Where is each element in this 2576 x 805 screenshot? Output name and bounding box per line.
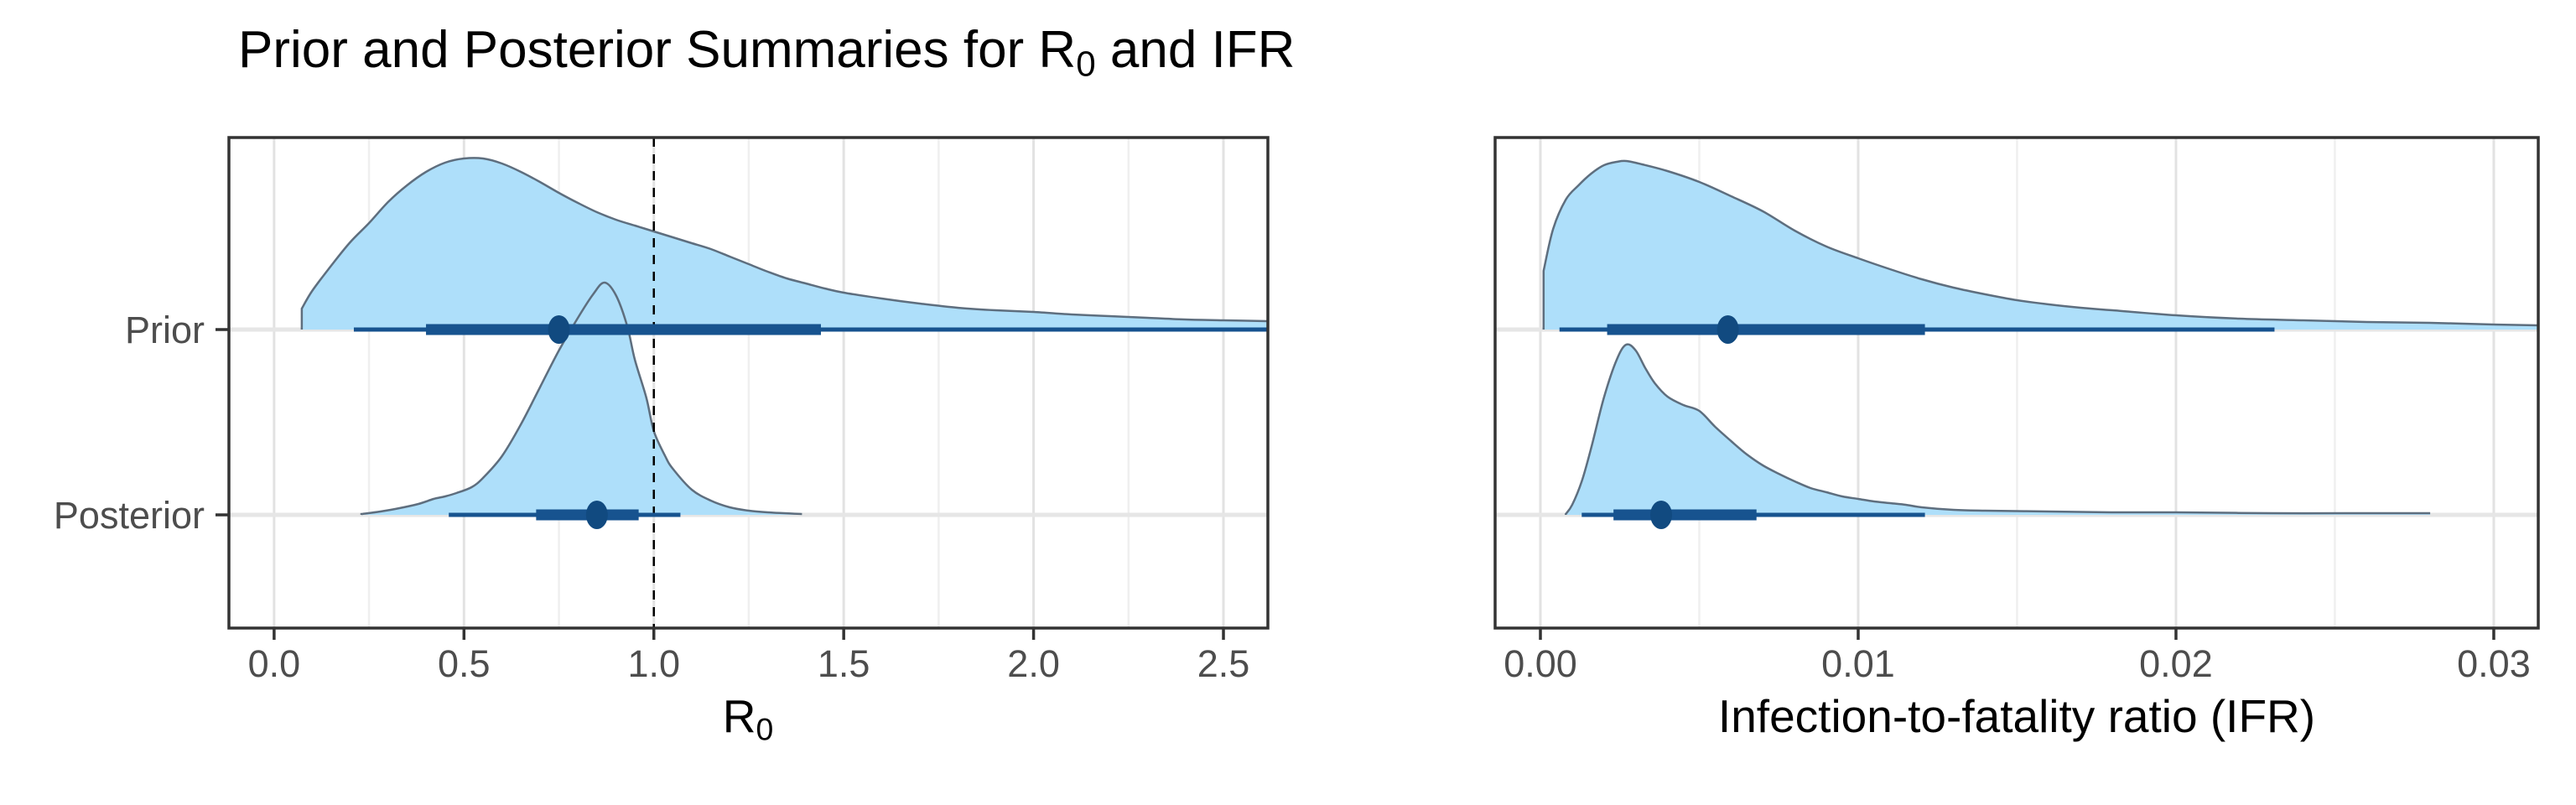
x-tick-label: 0.0 <box>248 642 301 685</box>
figure-title-text: Prior and Posterior Summaries for R <box>238 21 1077 79</box>
x-tick-label: 2.5 <box>1197 642 1250 685</box>
density-area-posterior-r0 <box>361 282 802 515</box>
figure-title-subscript: 0 <box>1076 44 1096 84</box>
density-outline-posterior-ifr <box>1565 343 2431 515</box>
x-tick-label: 0.00 <box>1504 642 1577 685</box>
density-area-prior-r0 <box>301 158 1268 330</box>
x-tick-label: 1.5 <box>818 642 870 685</box>
x-axis-title-ifr: Infection-to-fatality ratio (IFR) <box>1718 689 2315 743</box>
x-tick-label: 2.0 <box>1007 642 1060 685</box>
x-axis-title-r0-subscript: 0 <box>756 711 774 747</box>
x-tick-label: 1.0 <box>627 642 680 685</box>
density-area-prior-ifr <box>1543 160 2538 330</box>
x-axis-title-r0-text: R <box>722 690 756 742</box>
density-area-posterior-ifr <box>1566 344 2431 515</box>
figure-title-suffix: and IFR <box>1095 21 1296 79</box>
point-estimate-prior-ifr <box>1716 315 1739 344</box>
x-axis-title-ifr-text: Infection-to-fatality ratio (IFR) <box>1717 690 2316 742</box>
x-tick-label: 0.5 <box>438 642 491 685</box>
density-outline-prior-r0 <box>300 157 1268 330</box>
figure-title: Prior and Posterior Summaries for R0 and… <box>238 20 1295 85</box>
x-axis-title-r0: R0 <box>723 689 774 747</box>
chart-panel-ifr <box>1495 138 2538 628</box>
panel-border-ifr <box>1493 136 2540 630</box>
x-tick-label: 0.02 <box>2139 642 2213 685</box>
density-outline-prior-ifr <box>1542 159 2538 330</box>
density-outline-posterior-r0 <box>360 281 802 516</box>
x-tick-label: 0.01 <box>1821 642 1895 685</box>
chart-panel-r0 <box>229 138 1268 628</box>
point-estimate-posterior-ifr <box>1650 501 1673 529</box>
y-axis-label-posterior: Posterior <box>54 494 205 537</box>
y-axis-label-prior: Prior <box>125 309 205 351</box>
panel-border-r0 <box>227 136 1270 630</box>
point-estimate-posterior-r0 <box>585 501 608 529</box>
point-estimate-prior-r0 <box>548 315 570 344</box>
x-tick-label: 0.03 <box>2457 642 2531 685</box>
